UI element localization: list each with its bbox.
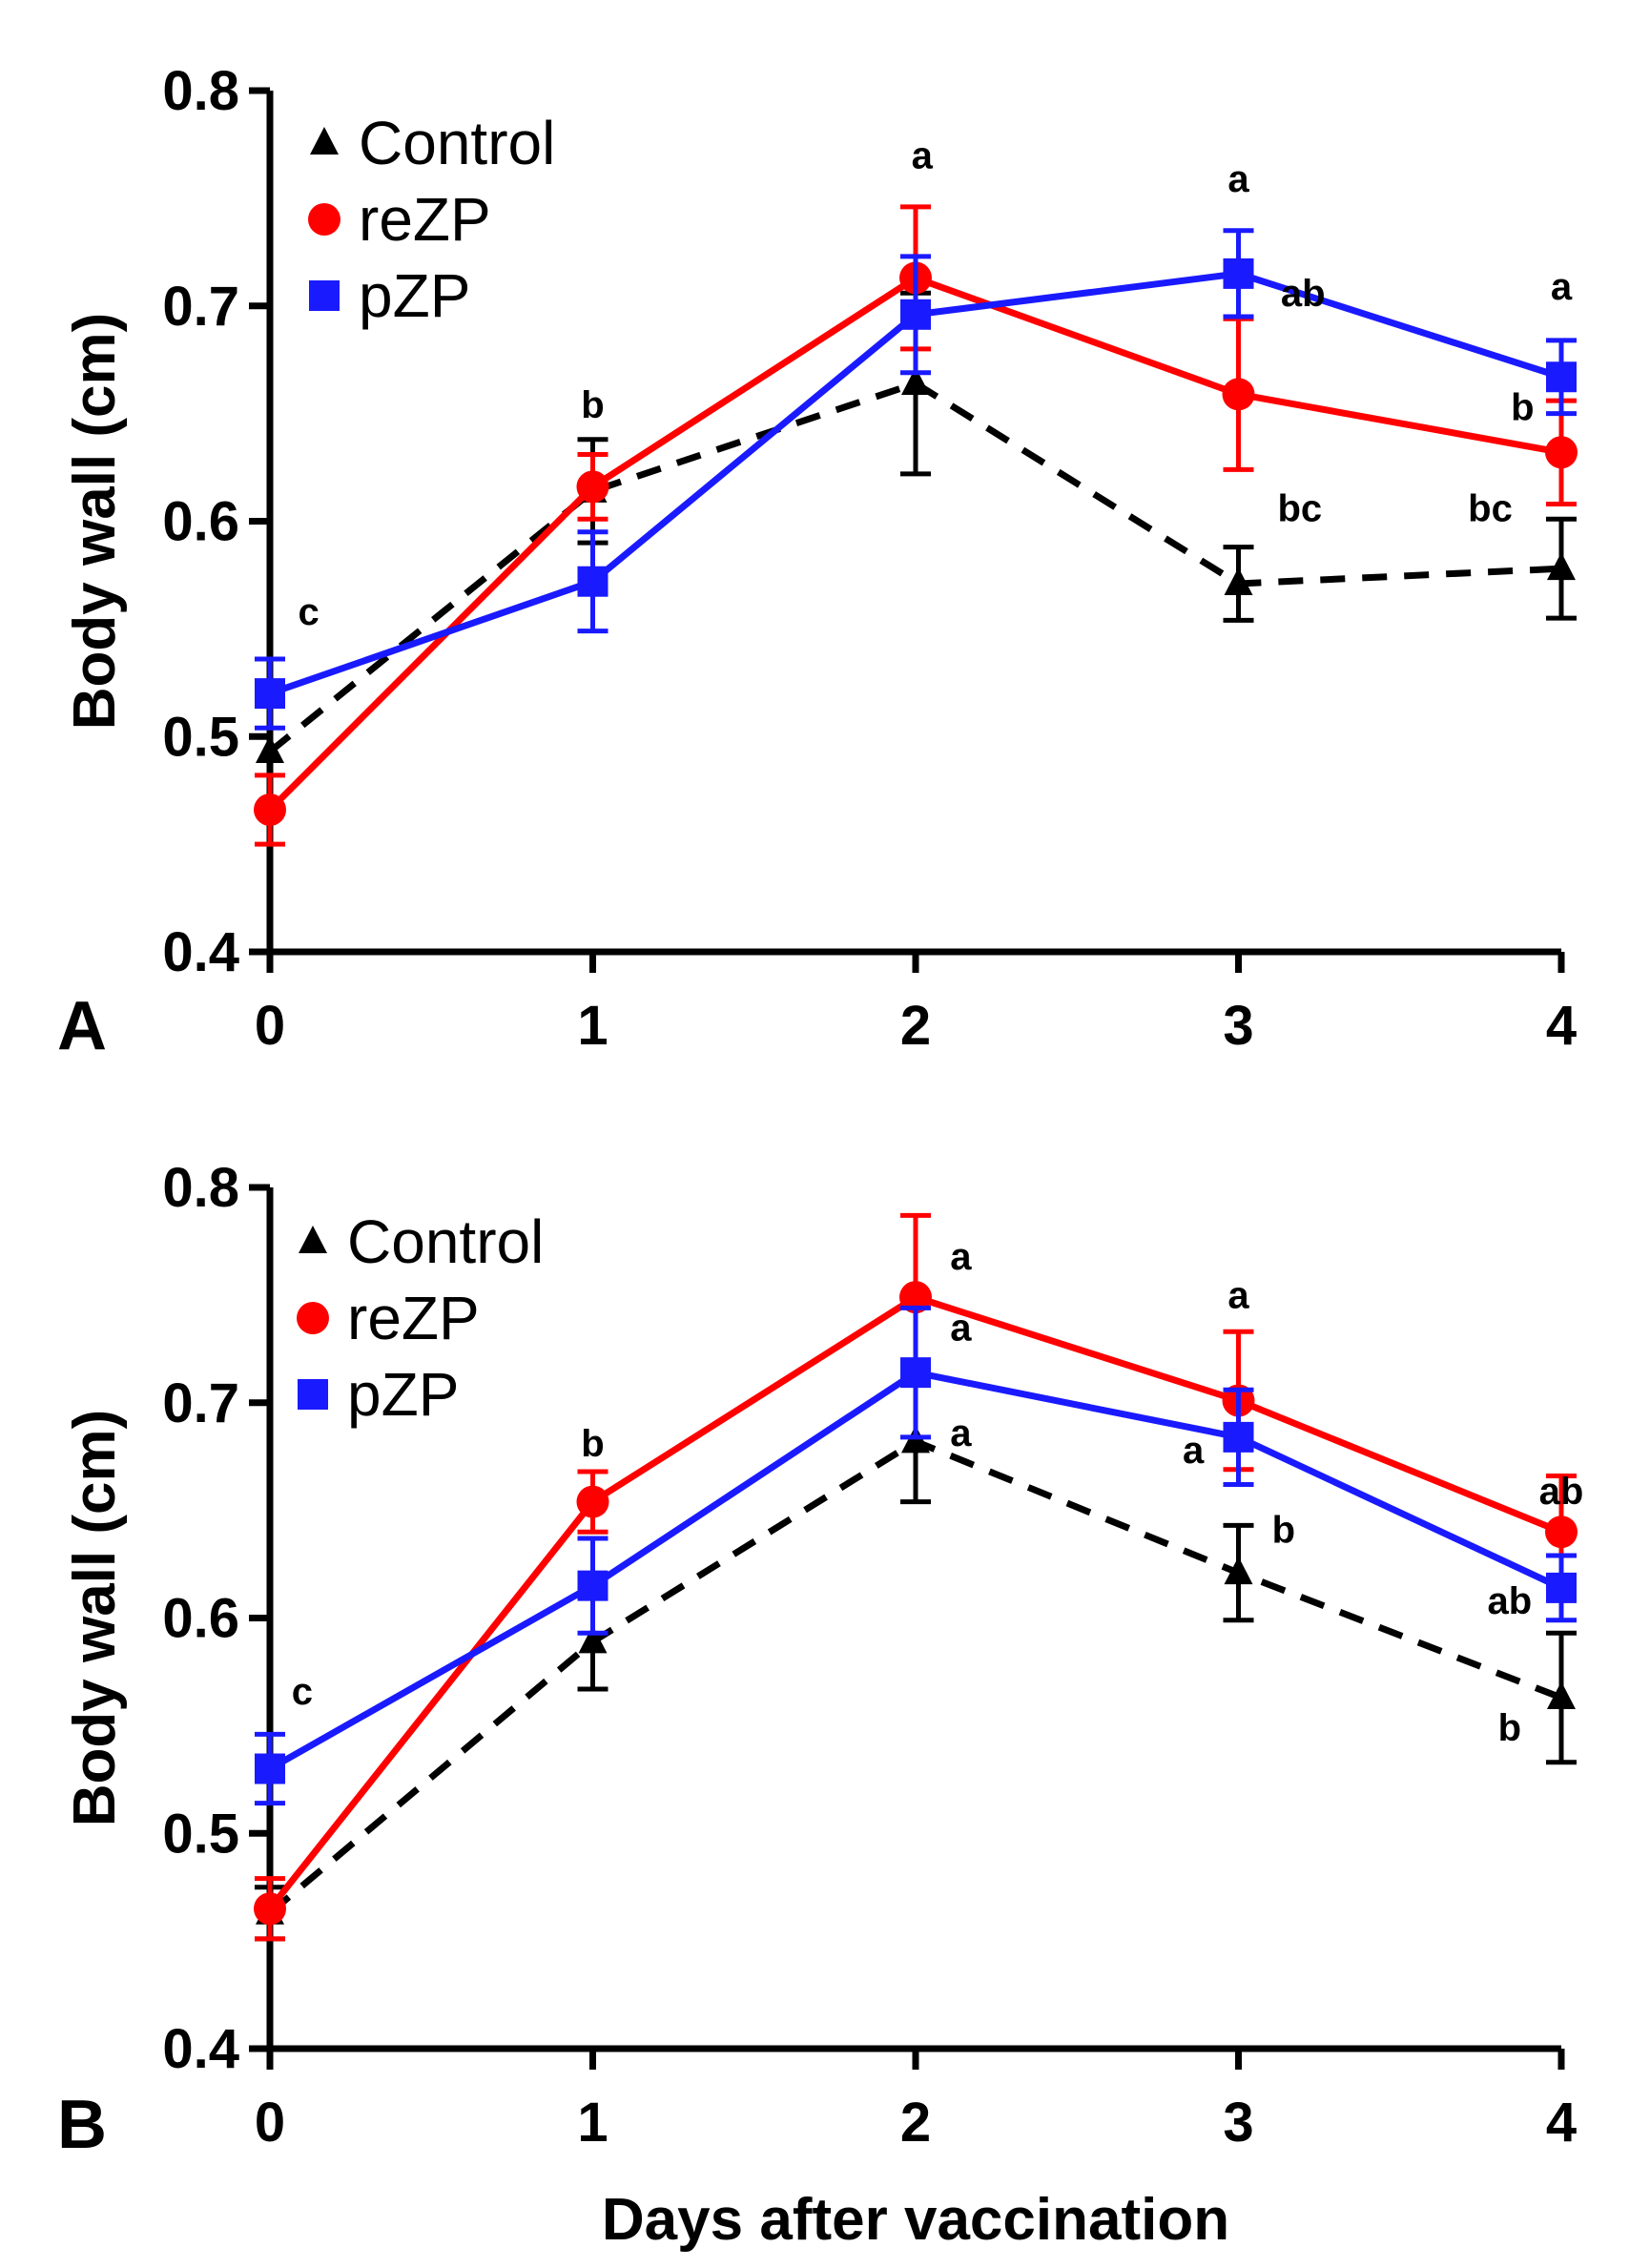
- significance-label: a: [1227, 1274, 1249, 1316]
- significance-label: b: [1272, 1509, 1295, 1551]
- significance-label: a: [1227, 158, 1249, 200]
- significance-label: a: [950, 1236, 972, 1278]
- y-tick-label: 0.5: [162, 706, 239, 768]
- legend-label-pzp: pZP: [359, 261, 470, 330]
- significance-label: bc: [1468, 488, 1513, 530]
- data-point: [577, 1570, 608, 1601]
- series-control: [255, 1378, 1577, 1942]
- data-point: [1223, 258, 1254, 289]
- legend-marker-control: [310, 127, 339, 155]
- significance-label: bc: [1277, 488, 1322, 530]
- y-tick-label: 0.8: [162, 60, 239, 122]
- x-tick-label: 3: [1223, 2092, 1253, 2154]
- significance-label: a: [1183, 1430, 1205, 1472]
- legend-label-pzp: pZP: [347, 1360, 459, 1429]
- y-tick-label: 0.8: [162, 1157, 239, 1219]
- data-point: [1224, 567, 1253, 595]
- data-point: [1222, 378, 1255, 411]
- data-point: [1545, 436, 1578, 469]
- significance-label: ab: [1539, 1471, 1584, 1513]
- x-tick-label: 2: [900, 2092, 931, 2154]
- significance-label: c: [292, 1671, 313, 1713]
- significance-label: b: [581, 384, 604, 426]
- series-line: [267, 380, 1562, 754]
- legend-marker-rezp: [308, 203, 340, 236]
- legend-marker-rezp: [297, 1302, 329, 1334]
- legend-label-control: Control: [359, 109, 555, 177]
- data-point: [1547, 552, 1576, 581]
- significance-label: ab: [1487, 1580, 1532, 1622]
- y-tick-label: 0.7: [162, 1372, 239, 1434]
- series-line: [267, 1437, 1563, 1916]
- y-tick-label: 0.6: [162, 491, 239, 553]
- data-point: [256, 735, 284, 764]
- significance-label: b: [581, 1423, 604, 1465]
- x-tick-label: 0: [255, 2092, 285, 2154]
- legend-label-control: Control: [347, 1207, 544, 1276]
- y-tick-label: 0.6: [162, 1588, 239, 1650]
- legend-marker-pzp: [298, 1379, 328, 1410]
- series-pzp: [255, 1305, 1577, 1806]
- legend-label-rezp: reZP: [359, 185, 491, 254]
- data-point: [255, 678, 285, 710]
- data-point: [900, 1357, 931, 1389]
- legend-marker-control: [299, 1226, 327, 1253]
- x-tick-label: 0: [255, 995, 285, 1057]
- significance-label: ab: [1281, 273, 1326, 315]
- data-point: [254, 1892, 286, 1926]
- chart-panel-b: 0.4 0.5 0.6 0.7 0.8 0 1 2 3 4 Body wall (cm) Days a…: [57, 1157, 1583, 2253]
- data-point: [578, 1625, 608, 1654]
- data-point: [1546, 1572, 1577, 1603]
- significance-label: a: [950, 1307, 972, 1349]
- data-point: [899, 1281, 932, 1314]
- significance-label: b: [1498, 1707, 1521, 1749]
- y-axis-title: Body wall (cm): [62, 313, 128, 731]
- data-point: [900, 299, 931, 330]
- legend: Control reZP pZP: [297, 1207, 544, 1429]
- x-tick-label: 4: [1546, 2092, 1577, 2154]
- significance-label: a: [912, 134, 934, 176]
- series-pzp: [255, 228, 1577, 731]
- x-tick-label: 2: [900, 995, 931, 1057]
- x-tick-label: 1: [577, 2092, 608, 2154]
- y-tick-label: 0.5: [162, 1803, 239, 1865]
- data-point: [1224, 1557, 1253, 1585]
- panel-label: B: [57, 2087, 107, 2163]
- data-point: [1547, 1681, 1576, 1710]
- panel-label: A: [57, 988, 107, 1064]
- y-tick-label: 0.4: [162, 2018, 239, 2080]
- x-tick-label: 1: [577, 995, 608, 1057]
- data-point: [1223, 1421, 1254, 1453]
- data-point: [255, 1753, 285, 1784]
- x-tick-label: 3: [1223, 995, 1253, 1057]
- significance-label: a: [950, 1412, 972, 1454]
- legend-label-rezp: reZP: [347, 1284, 480, 1352]
- y-axis-title: Body wall (cm): [62, 1410, 128, 1827]
- y-tick-label: 0.4: [162, 921, 239, 983]
- y-tick-label: 0.7: [162, 276, 239, 338]
- data-point: [901, 367, 930, 396]
- data-point: [576, 470, 609, 504]
- legend-marker-pzp: [309, 280, 340, 311]
- significance-label: c: [298, 591, 319, 633]
- x-axis-title: Days after vaccination: [602, 2187, 1229, 2253]
- significance-label: a: [1551, 266, 1573, 308]
- data-point: [254, 794, 286, 827]
- legend: Control reZP pZP: [308, 109, 555, 330]
- chart-panel-a: 0.4 0.5 0.6 0.7 0.8 0 1 2 3 4 Body wall (cm) Ac b a a a…: [57, 60, 1578, 1064]
- data-point: [577, 566, 608, 597]
- x-tick-label: 4: [1546, 995, 1577, 1057]
- data-point: [1546, 361, 1577, 393]
- data-point: [1545, 1515, 1578, 1549]
- significance-label: b: [1511, 386, 1534, 428]
- data-point: [576, 1485, 609, 1518]
